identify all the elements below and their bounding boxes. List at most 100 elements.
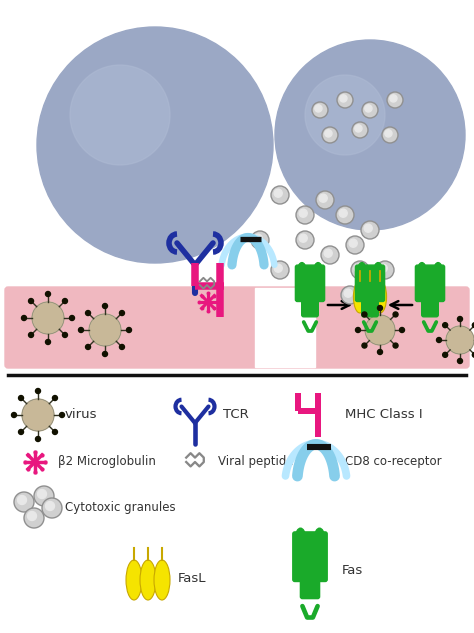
Bar <box>255 288 315 367</box>
Circle shape <box>70 315 74 320</box>
Circle shape <box>46 292 51 296</box>
Circle shape <box>400 327 404 332</box>
FancyBboxPatch shape <box>5 287 469 368</box>
Circle shape <box>79 327 83 332</box>
Circle shape <box>36 437 40 441</box>
Circle shape <box>63 332 67 337</box>
Circle shape <box>251 231 269 249</box>
Circle shape <box>349 239 357 248</box>
Ellipse shape <box>364 280 376 313</box>
Circle shape <box>362 343 367 348</box>
Circle shape <box>324 249 332 257</box>
Circle shape <box>473 323 474 328</box>
Circle shape <box>296 231 314 249</box>
Circle shape <box>446 326 474 354</box>
Circle shape <box>32 302 64 334</box>
Circle shape <box>36 389 40 394</box>
Circle shape <box>312 102 328 118</box>
FancyBboxPatch shape <box>295 265 325 301</box>
Circle shape <box>319 194 327 203</box>
Circle shape <box>364 224 372 232</box>
Circle shape <box>362 102 378 118</box>
FancyBboxPatch shape <box>362 297 378 316</box>
Circle shape <box>321 246 339 264</box>
Circle shape <box>305 75 385 155</box>
Ellipse shape <box>126 560 142 600</box>
FancyBboxPatch shape <box>356 265 384 301</box>
Text: Viral peptide: Viral peptide <box>218 456 293 468</box>
Circle shape <box>27 511 36 520</box>
Circle shape <box>377 349 383 354</box>
Circle shape <box>356 327 361 332</box>
Circle shape <box>365 315 395 345</box>
Circle shape <box>457 316 463 322</box>
Text: MHC Class I: MHC Class I <box>345 408 423 422</box>
Circle shape <box>354 264 362 272</box>
Circle shape <box>85 311 91 315</box>
Circle shape <box>379 264 387 272</box>
Circle shape <box>316 191 334 209</box>
Circle shape <box>336 206 354 224</box>
Ellipse shape <box>140 560 156 600</box>
Circle shape <box>70 65 170 165</box>
Circle shape <box>127 327 131 332</box>
Circle shape <box>24 508 44 528</box>
Circle shape <box>296 206 314 224</box>
Circle shape <box>119 344 125 349</box>
Circle shape <box>37 27 273 263</box>
Circle shape <box>377 306 383 311</box>
Circle shape <box>393 343 398 348</box>
Circle shape <box>385 130 392 137</box>
Text: Cytotoxic granules: Cytotoxic granules <box>65 501 176 515</box>
Circle shape <box>274 264 282 272</box>
Circle shape <box>473 353 474 358</box>
Circle shape <box>28 332 34 337</box>
Circle shape <box>271 186 289 204</box>
Circle shape <box>315 105 322 112</box>
Circle shape <box>346 236 364 254</box>
Text: TCR: TCR <box>223 408 249 422</box>
Ellipse shape <box>298 263 306 277</box>
Ellipse shape <box>418 263 426 277</box>
Circle shape <box>28 299 34 304</box>
Circle shape <box>34 486 54 506</box>
Circle shape <box>322 127 338 143</box>
Circle shape <box>63 299 67 304</box>
Ellipse shape <box>354 280 366 313</box>
Circle shape <box>85 344 91 349</box>
Circle shape <box>457 358 463 363</box>
Circle shape <box>102 351 108 356</box>
Ellipse shape <box>374 280 387 313</box>
Circle shape <box>390 95 397 102</box>
Ellipse shape <box>358 263 366 277</box>
Circle shape <box>275 40 465 230</box>
Circle shape <box>376 261 394 279</box>
Circle shape <box>299 234 307 242</box>
Circle shape <box>361 221 379 239</box>
Circle shape <box>337 92 353 108</box>
Circle shape <box>366 291 384 309</box>
Circle shape <box>382 127 398 143</box>
Text: virus: virus <box>65 408 98 422</box>
Circle shape <box>14 492 34 512</box>
Ellipse shape <box>154 560 170 600</box>
Circle shape <box>18 396 24 401</box>
FancyBboxPatch shape <box>293 532 327 582</box>
Circle shape <box>274 189 282 197</box>
Circle shape <box>53 429 57 434</box>
Ellipse shape <box>314 263 322 277</box>
Circle shape <box>393 312 398 317</box>
Circle shape <box>18 496 27 505</box>
Circle shape <box>18 429 24 434</box>
FancyBboxPatch shape <box>301 575 319 599</box>
Circle shape <box>60 413 64 418</box>
Circle shape <box>42 498 62 518</box>
Circle shape <box>344 289 352 298</box>
Circle shape <box>362 312 367 317</box>
FancyBboxPatch shape <box>422 297 438 316</box>
Circle shape <box>46 339 51 344</box>
FancyBboxPatch shape <box>301 297 319 316</box>
Circle shape <box>365 105 372 112</box>
Circle shape <box>443 323 447 328</box>
Circle shape <box>102 303 108 308</box>
